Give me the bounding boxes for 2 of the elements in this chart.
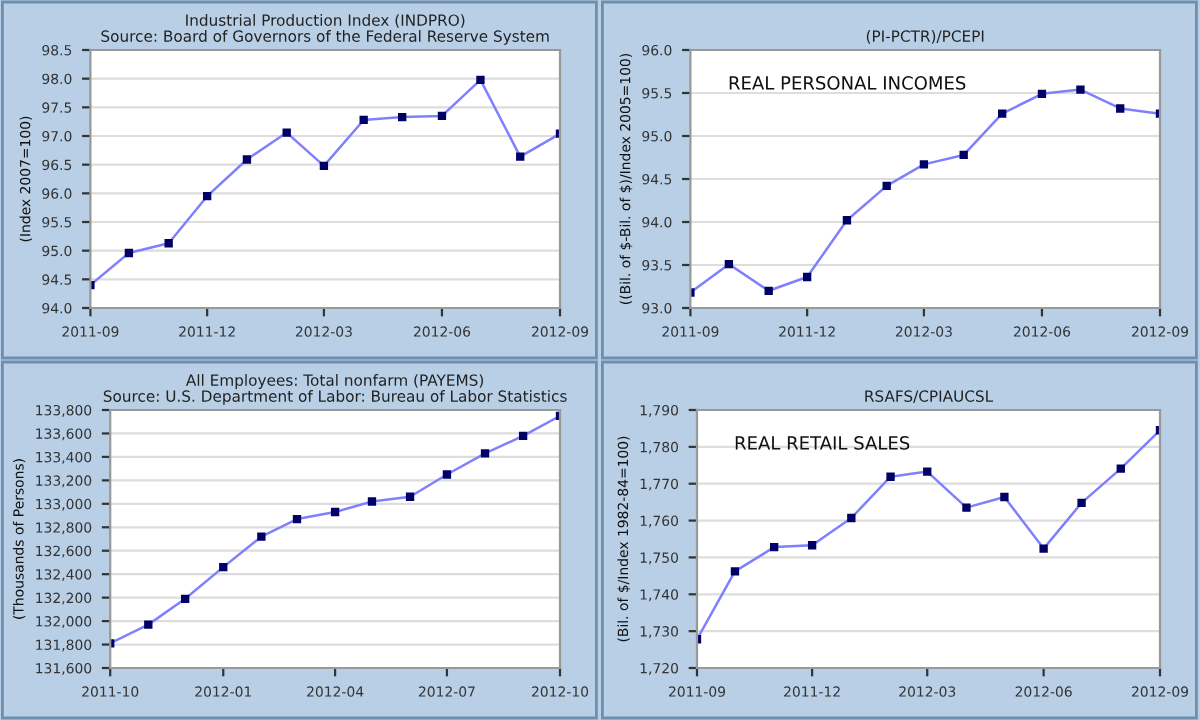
annotation: REAL RETAIL SALES xyxy=(735,436,910,450)
annotation: REAL PERSONAL INCOMES xyxy=(729,76,966,90)
